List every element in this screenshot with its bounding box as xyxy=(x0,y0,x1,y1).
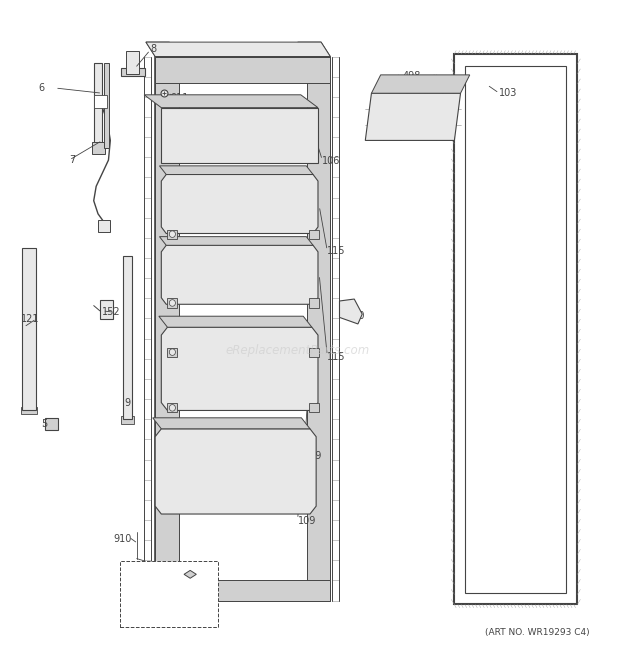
Bar xyxy=(309,229,319,239)
Text: 9: 9 xyxy=(125,398,131,408)
Polygon shape xyxy=(159,166,313,175)
Text: 181: 181 xyxy=(135,606,153,616)
Text: 910: 910 xyxy=(113,534,132,544)
Polygon shape xyxy=(371,75,470,93)
Text: eReplacementParts.com: eReplacementParts.com xyxy=(226,344,370,357)
Text: 498: 498 xyxy=(402,71,420,81)
Bar xyxy=(123,256,132,419)
Polygon shape xyxy=(153,418,310,429)
Text: 120: 120 xyxy=(347,311,365,321)
Text: 7: 7 xyxy=(69,155,76,165)
Circle shape xyxy=(169,405,175,411)
Text: 152: 152 xyxy=(102,307,121,317)
Circle shape xyxy=(169,231,175,237)
Polygon shape xyxy=(155,580,330,601)
Bar xyxy=(22,248,36,410)
Bar xyxy=(92,141,105,153)
Text: 115: 115 xyxy=(327,352,346,362)
Text: (ART NO. WR19293 C4): (ART NO. WR19293 C4) xyxy=(485,628,590,637)
Circle shape xyxy=(169,299,175,306)
Polygon shape xyxy=(161,245,318,304)
Polygon shape xyxy=(146,42,179,57)
Bar xyxy=(309,348,319,357)
Bar xyxy=(167,298,177,307)
Text: 6: 6 xyxy=(38,83,45,93)
Bar xyxy=(167,229,177,239)
Circle shape xyxy=(169,349,175,356)
Polygon shape xyxy=(159,237,313,245)
Polygon shape xyxy=(365,93,461,140)
Bar xyxy=(155,57,330,601)
Bar xyxy=(98,220,110,232)
Bar xyxy=(104,63,109,148)
Polygon shape xyxy=(146,42,330,57)
Bar xyxy=(21,407,37,414)
Polygon shape xyxy=(161,175,318,233)
Text: 109: 109 xyxy=(298,516,316,525)
Bar xyxy=(120,561,218,627)
Bar xyxy=(94,95,107,108)
Bar xyxy=(45,418,58,430)
Text: 8: 8 xyxy=(150,44,156,54)
Polygon shape xyxy=(161,108,318,163)
Bar xyxy=(309,403,319,412)
Bar xyxy=(94,63,102,148)
Text: 109: 109 xyxy=(304,451,322,461)
Bar xyxy=(167,348,177,357)
Polygon shape xyxy=(184,570,197,578)
Bar xyxy=(167,403,177,412)
Text: 106: 106 xyxy=(322,157,340,167)
Bar xyxy=(309,298,319,307)
Polygon shape xyxy=(159,316,312,327)
Polygon shape xyxy=(155,429,316,514)
Bar xyxy=(121,68,145,76)
Bar xyxy=(454,54,577,604)
Bar xyxy=(100,300,113,319)
Text: 115: 115 xyxy=(327,245,346,256)
Polygon shape xyxy=(298,42,330,57)
Text: 17: 17 xyxy=(139,576,151,586)
Polygon shape xyxy=(307,57,330,601)
Polygon shape xyxy=(161,327,318,410)
Bar xyxy=(126,51,139,73)
Bar xyxy=(121,416,135,424)
Bar xyxy=(466,65,566,593)
Text: 103: 103 xyxy=(499,88,518,98)
Text: 5: 5 xyxy=(41,418,47,428)
Text: 18: 18 xyxy=(139,591,151,601)
Polygon shape xyxy=(155,57,330,83)
Text: 911: 911 xyxy=(170,93,188,103)
Polygon shape xyxy=(340,299,362,324)
Text: 121: 121 xyxy=(21,314,40,324)
Polygon shape xyxy=(155,57,179,601)
Polygon shape xyxy=(144,95,318,108)
